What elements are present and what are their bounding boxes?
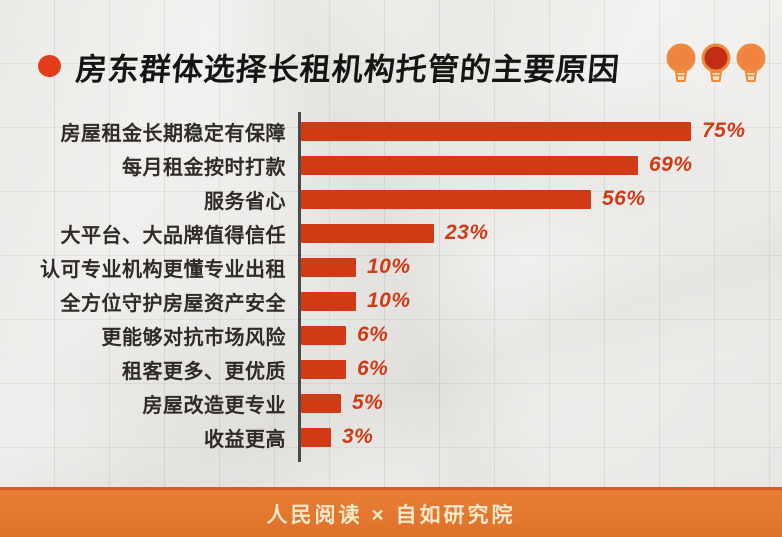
value-label: 23% bbox=[445, 221, 489, 244]
bar bbox=[301, 359, 346, 379]
page-title: 房东群体选择长租机构托管的主要原因 bbox=[74, 51, 622, 87]
chart-axis-line bbox=[298, 112, 301, 462]
lightbulb-icon bbox=[666, 43, 696, 82]
value-label: 75% bbox=[702, 119, 746, 142]
category-label: 每月租金按时打款 bbox=[122, 156, 286, 179]
bar-row: 认可专业机构更懂专业出租 10% bbox=[30, 250, 770, 284]
bar-row: 房屋改造更专业 5% bbox=[30, 386, 770, 420]
category-label: 房屋租金长期稳定有保障 bbox=[60, 122, 286, 145]
value-label: 10% bbox=[367, 289, 411, 312]
value-label: 3% bbox=[342, 425, 374, 448]
bar bbox=[301, 155, 638, 175]
category-label: 大平台、大品牌值得信任 bbox=[60, 224, 286, 247]
bar-row: 更能够对抗市场风险 6% bbox=[30, 318, 770, 352]
bar bbox=[301, 223, 434, 243]
value-label: 5% bbox=[352, 391, 384, 414]
lightbulb-icon bbox=[736, 43, 766, 82]
bar bbox=[301, 189, 591, 209]
bar-row: 房屋租金长期稳定有保障 75% bbox=[30, 114, 770, 148]
bar-row: 租客更多、更优质 6% bbox=[30, 352, 770, 386]
value-label: 6% bbox=[357, 357, 389, 380]
bar-row: 每月租金按时打款 69% bbox=[30, 148, 770, 182]
footer-band: 人民阅读 × 自如研究院 bbox=[0, 487, 782, 537]
value-label: 69% bbox=[649, 153, 693, 176]
category-label: 认可专业机构更懂专业出租 bbox=[40, 258, 286, 281]
bar bbox=[301, 291, 356, 311]
lightbulb-icon-group bbox=[664, 41, 774, 91]
bar bbox=[301, 257, 356, 277]
lightbulb-icon bbox=[701, 43, 731, 82]
bar bbox=[301, 121, 691, 141]
footer-branding: 人民阅读 × 自如研究院 bbox=[266, 503, 516, 527]
bar-row: 大平台、大品牌值得信任 23% bbox=[30, 216, 770, 250]
bar-row: 全方位守护房屋资产安全 10% bbox=[30, 284, 770, 318]
category-label: 收益更高 bbox=[204, 428, 286, 451]
value-label: 6% bbox=[357, 323, 389, 346]
bar bbox=[301, 427, 331, 447]
category-label: 租客更多、更优质 bbox=[122, 360, 286, 383]
bullet-dot-icon bbox=[36, 53, 63, 79]
bar bbox=[301, 325, 346, 345]
value-label: 56% bbox=[602, 187, 646, 210]
bar-rows: 房屋租金长期稳定有保障 75% 每月租金按时打款 69% 服务省心 56% 大平台、大品牌值… bbox=[30, 114, 770, 454]
category-label: 服务省心 bbox=[204, 190, 286, 213]
value-label: 10% bbox=[367, 255, 411, 278]
title-row: 房东群体选择长租机构托管的主要原因 bbox=[36, 38, 774, 94]
bar bbox=[301, 393, 341, 413]
category-label: 房屋改造更专业 bbox=[142, 394, 286, 417]
bar-row: 收益更高 3% bbox=[30, 420, 770, 454]
category-label: 全方位守护房屋资产安全 bbox=[60, 292, 286, 315]
category-label: 更能够对抗市场风险 bbox=[101, 326, 286, 349]
bar-row: 服务省心 56% bbox=[30, 182, 770, 216]
